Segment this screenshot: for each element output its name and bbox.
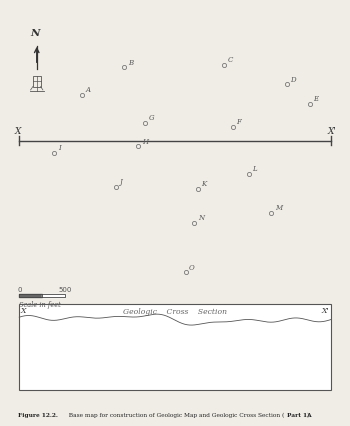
Text: X': X' [322,307,329,315]
Text: Part 1A: Part 1A [287,412,312,417]
Text: B: B [128,58,133,66]
Text: F: F [236,118,241,126]
Text: Figure 12.2.: Figure 12.2. [18,412,57,417]
Text: X': X' [328,127,337,136]
Text: N: N [198,214,204,222]
Text: H: H [142,137,148,145]
Text: K: K [201,180,206,188]
Bar [19,305,331,390]
Text: M: M [275,203,282,211]
Text: J: J [119,178,122,186]
Text: A: A [86,86,91,94]
Text: N: N [30,29,40,38]
Text: L: L [252,165,257,173]
Text: E: E [313,95,318,103]
Text: Base map for construction of Geologic Map and Geologic Cross Section (: Base map for construction of Geologic Ma… [65,412,284,417]
Text: 0: 0 [17,287,21,293]
Text: ).: ). [306,412,310,417]
Text: G: G [149,114,154,122]
Text: X: X [21,307,26,315]
Bar [33,77,41,87]
Text: C: C [228,56,233,64]
Text: Scale in feet: Scale in feet [19,300,61,308]
Text: 500: 500 [58,287,71,293]
Text: O: O [189,263,195,271]
Text: I: I [58,144,61,152]
Text: Geologic    Cross    Section: Geologic Cross Section [123,307,227,315]
Text: D: D [290,75,296,83]
Text: X: X [14,127,21,136]
